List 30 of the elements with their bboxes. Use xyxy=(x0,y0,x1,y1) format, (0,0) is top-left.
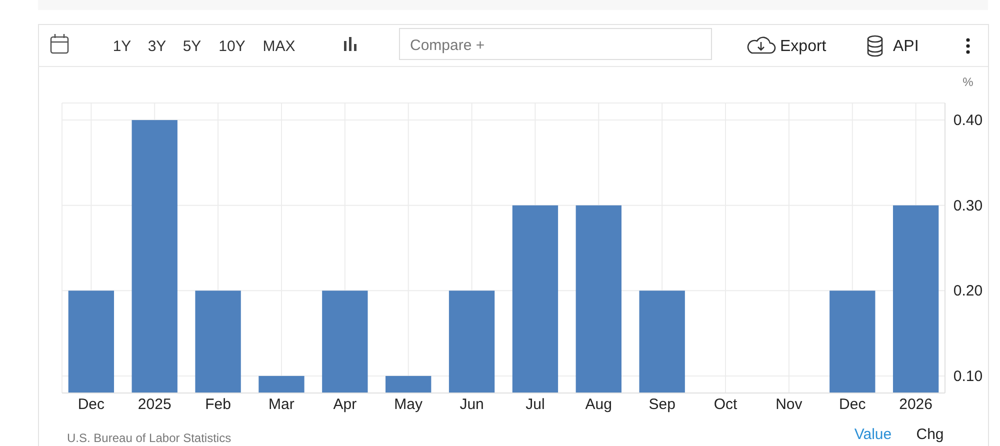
text: API xyxy=(893,38,919,55)
x-tick-label: Apr xyxy=(333,396,357,413)
x-tick-label: Feb xyxy=(205,396,231,413)
text: 10Y xyxy=(218,38,246,55)
x-tick-label: Mar xyxy=(268,396,294,413)
x-tick-label: Jul xyxy=(526,396,545,413)
x-tick-label: Aug xyxy=(585,396,612,413)
text: 1Y xyxy=(112,38,132,55)
x-tick-label: May xyxy=(394,396,424,413)
x-tick-label: Oct xyxy=(714,396,738,413)
text: 3Y xyxy=(148,38,166,55)
text: MAX xyxy=(262,38,296,55)
text: U.S. Bureau of Labor Statistics xyxy=(67,431,232,445)
y-tick-label: 0.30 xyxy=(953,197,983,214)
x-tick-label: Dec xyxy=(78,396,106,413)
y-axis-title: % xyxy=(962,75,974,89)
x-tick-label: 2026 xyxy=(899,396,933,413)
y-tick-label: 0.10 xyxy=(953,368,983,385)
text: Export xyxy=(780,38,827,55)
x-tick-label: Dec xyxy=(839,396,866,413)
text: Chg xyxy=(916,426,944,443)
x-tick-label: Nov xyxy=(776,396,803,413)
x-tick-label: Jun xyxy=(460,396,484,413)
text: Value xyxy=(854,426,892,443)
x-tick-label: 2025 xyxy=(138,396,172,413)
text: Compare + xyxy=(410,37,485,54)
text: 5Y xyxy=(182,38,202,55)
y-tick-label: 0.20 xyxy=(953,282,983,300)
y-tick-label: 0.40 xyxy=(953,112,983,130)
x-tick-label: Sep xyxy=(648,396,676,413)
